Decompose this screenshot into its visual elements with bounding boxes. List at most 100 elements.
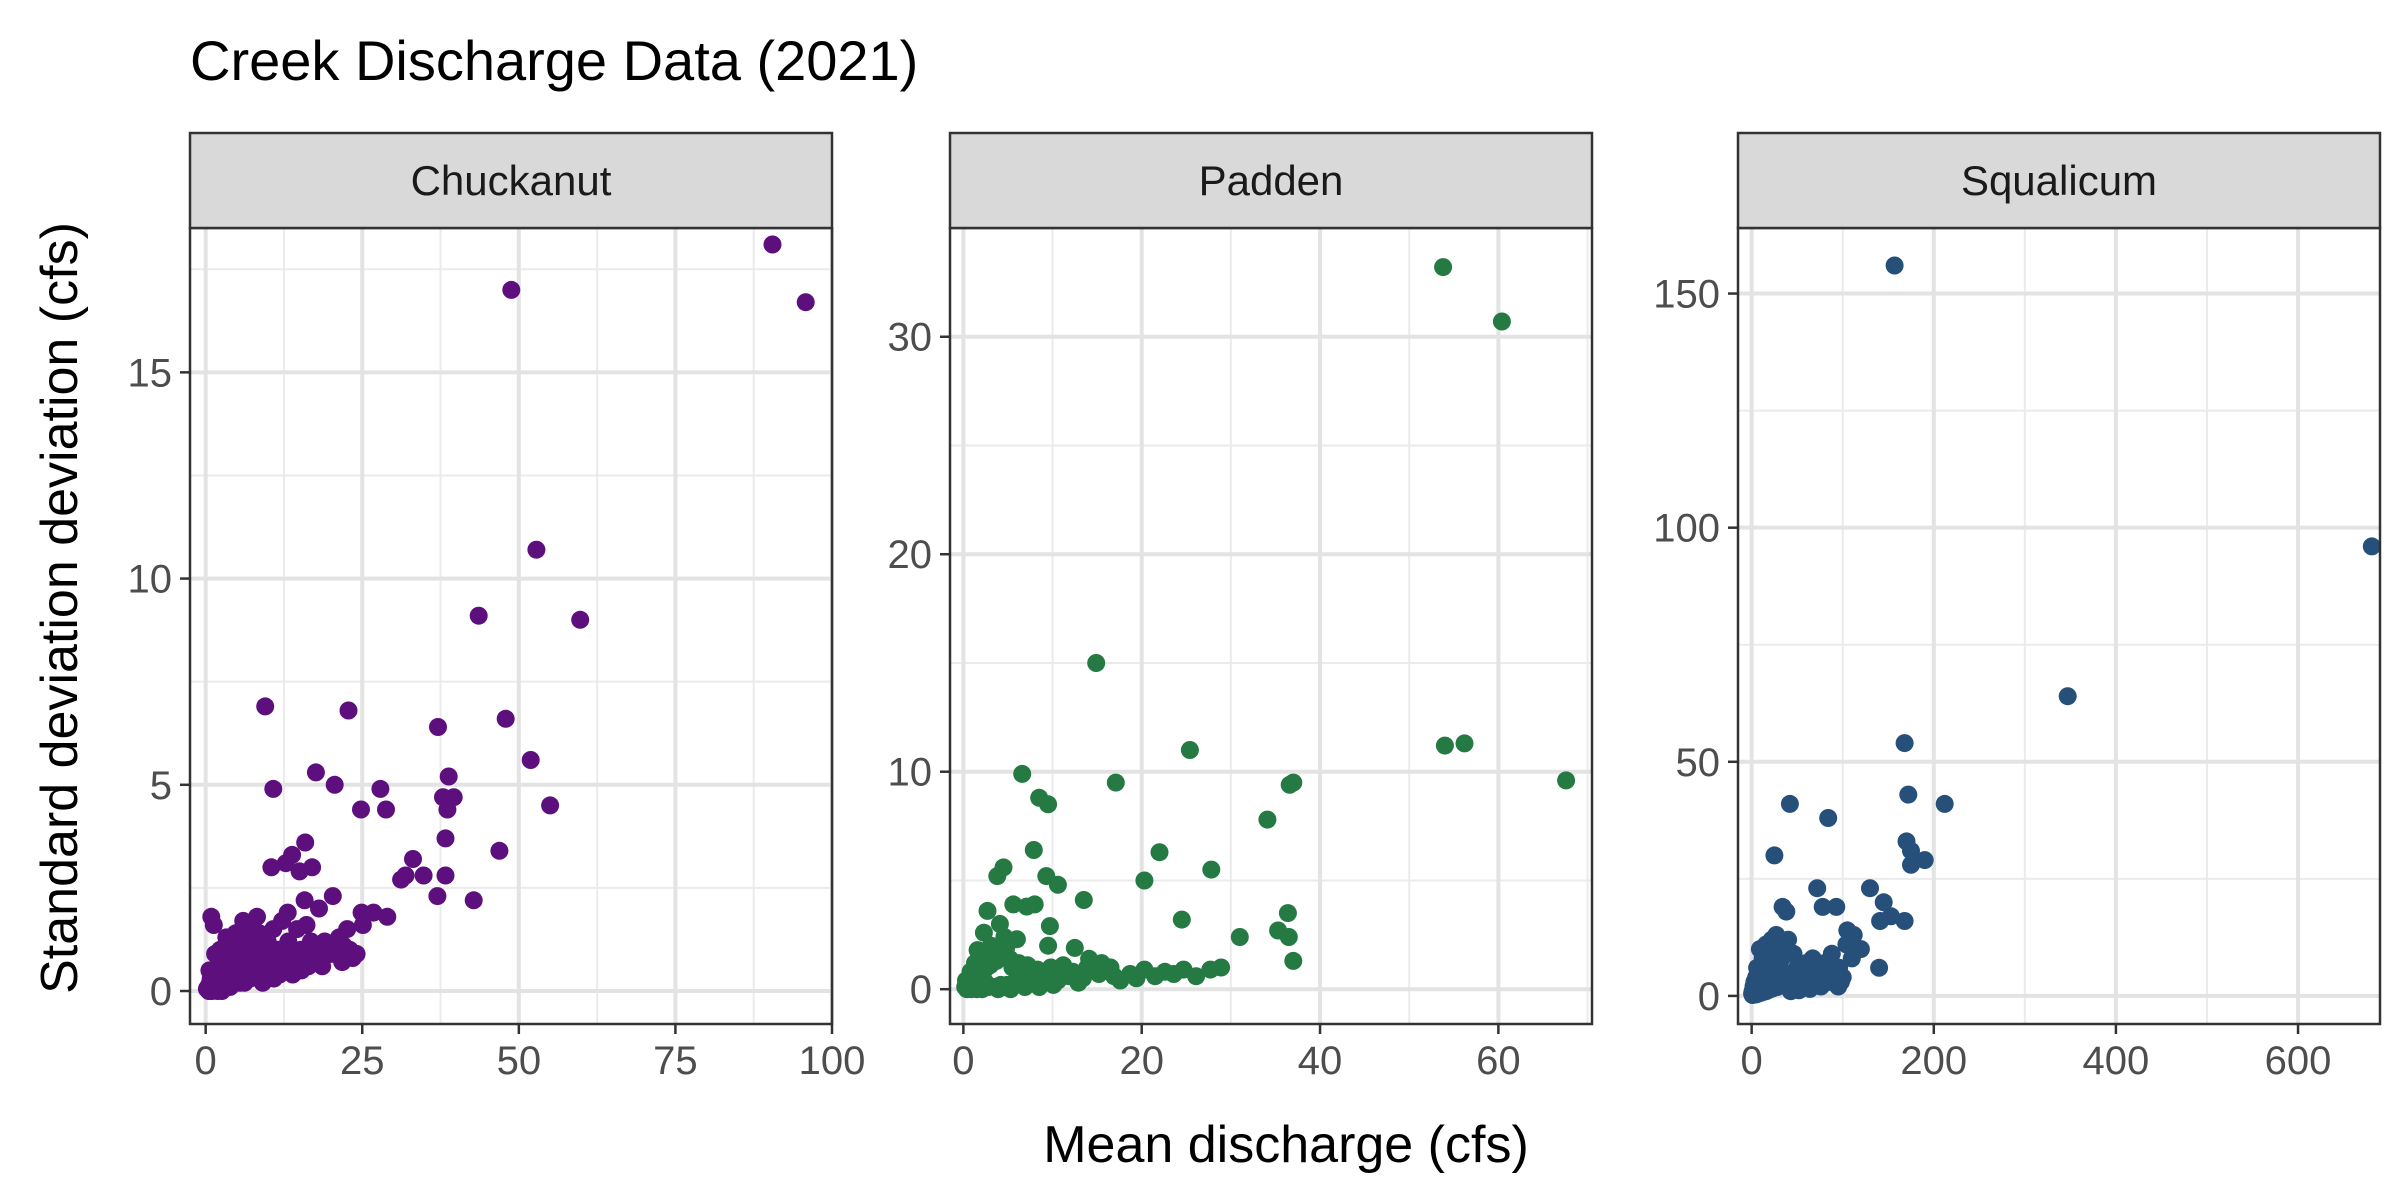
data-point (377, 800, 395, 819)
series-points-padden (956, 258, 1576, 999)
data-point (1044, 975, 1063, 994)
data-point (404, 850, 422, 868)
data-point (502, 280, 521, 299)
data-point (290, 862, 309, 881)
panel-background (1738, 228, 2380, 1024)
data-point (1784, 944, 1803, 963)
data-point (204, 916, 223, 934)
y-tick-label: 150 (1653, 273, 1720, 317)
x-tick-label: 0 (1741, 1039, 1763, 1083)
facet-strip (188, 131, 834, 230)
facet-panel-padden: Padden 0 20 40 60 0 10 20 30 (888, 131, 1594, 1083)
y-axis-title: Standard deviation deviation (cfs) (31, 222, 89, 994)
data-point (1885, 256, 1904, 275)
data-point (1435, 736, 1454, 755)
data-point (276, 854, 295, 873)
data-point (1087, 654, 1106, 672)
data-point (763, 235, 782, 254)
data-point (325, 775, 344, 794)
data-point (1819, 809, 1838, 827)
data-point (353, 916, 372, 934)
data-point (339, 701, 358, 720)
data-point (976, 973, 995, 992)
data-point (1765, 846, 1784, 865)
facet-strip-label: Padden (1199, 157, 1344, 204)
panel-background (950, 228, 1592, 1024)
facet-strip (1736, 131, 2382, 230)
data-point (490, 841, 509, 860)
x-tick-label: 200 (1900, 1039, 1967, 1083)
data-point (571, 610, 590, 629)
data-point (201, 969, 220, 988)
data-point (997, 938, 1016, 957)
data-point (1230, 928, 1249, 946)
y-tick-label: 10 (128, 558, 173, 602)
y-tick-label: 5 (150, 764, 172, 808)
data-point (1180, 741, 1199, 759)
y-tick-label: 100 (1653, 507, 1720, 551)
data-point (1150, 843, 1169, 862)
data-point (330, 928, 349, 947)
data-point (392, 870, 411, 889)
data-point (1284, 773, 1303, 792)
data-point (378, 907, 397, 926)
data-point (306, 763, 325, 782)
series-points-chuckanut (197, 235, 815, 1000)
facet-strip (948, 131, 1594, 230)
data-point (310, 899, 328, 918)
facet-panel-squalicum: Squalicum 0 200 400 600 0 50 100 150 (1653, 131, 2382, 1083)
data-point (1831, 972, 1850, 991)
data-point (1074, 891, 1093, 909)
data-point (438, 800, 457, 819)
data-point (323, 887, 342, 906)
data-point (527, 540, 546, 559)
data-point (2362, 537, 2381, 556)
data-point (273, 911, 292, 930)
data-point (436, 829, 455, 848)
data-point (1039, 936, 1058, 955)
data-point (1013, 764, 1032, 783)
data-point (978, 901, 997, 920)
data-point (436, 866, 455, 885)
data-point (1895, 912, 1914, 930)
data-point (428, 887, 447, 906)
x-tick-label: 600 (2265, 1039, 2332, 1083)
data-point (297, 916, 316, 934)
data-point (253, 973, 272, 992)
data-point (414, 866, 433, 885)
data-point (521, 751, 540, 769)
data-point (1808, 879, 1827, 898)
data-point (1201, 960, 1220, 979)
data-point (1492, 312, 1511, 331)
data-point (262, 858, 281, 877)
data-point (264, 779, 283, 798)
y-tick-label: 50 (1676, 741, 1721, 785)
data-point (333, 953, 352, 972)
data-point (364, 903, 383, 922)
x-tick-label: 0 (195, 1039, 217, 1083)
y-tick-label: 0 (910, 968, 932, 1012)
data-point (258, 932, 277, 951)
panel-background (190, 228, 832, 1024)
data-point (1202, 860, 1221, 879)
x-tick-label: 400 (2083, 1039, 2150, 1083)
data-point (1813, 897, 1832, 916)
data-point (541, 796, 560, 815)
data-point (1024, 841, 1043, 859)
data-point (1780, 794, 1799, 813)
x-axis-title: Mean discharge (cfs) (1043, 1116, 1529, 1174)
data-point (1278, 904, 1297, 923)
data-point (1767, 926, 1786, 944)
data-point (1039, 795, 1058, 814)
data-point (1127, 969, 1146, 988)
data-point (496, 709, 515, 728)
data-point (1902, 855, 1920, 874)
y-tick-label: 30 (888, 316, 933, 360)
data-point (1851, 940, 1870, 959)
data-point (1001, 980, 1020, 999)
data-point (469, 606, 488, 625)
data-point (1895, 734, 1914, 753)
data-point (1748, 958, 1767, 977)
